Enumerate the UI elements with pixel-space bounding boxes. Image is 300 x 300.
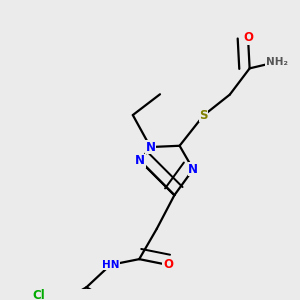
Text: O: O — [243, 32, 253, 44]
Text: Cl: Cl — [32, 289, 45, 300]
Text: NH₂: NH₂ — [266, 57, 288, 67]
Text: N: N — [135, 154, 145, 167]
Text: O: O — [163, 258, 173, 272]
Text: HN: HN — [102, 260, 119, 270]
Text: N: N — [146, 140, 155, 154]
Text: N: N — [188, 163, 198, 176]
Text: S: S — [199, 109, 208, 122]
